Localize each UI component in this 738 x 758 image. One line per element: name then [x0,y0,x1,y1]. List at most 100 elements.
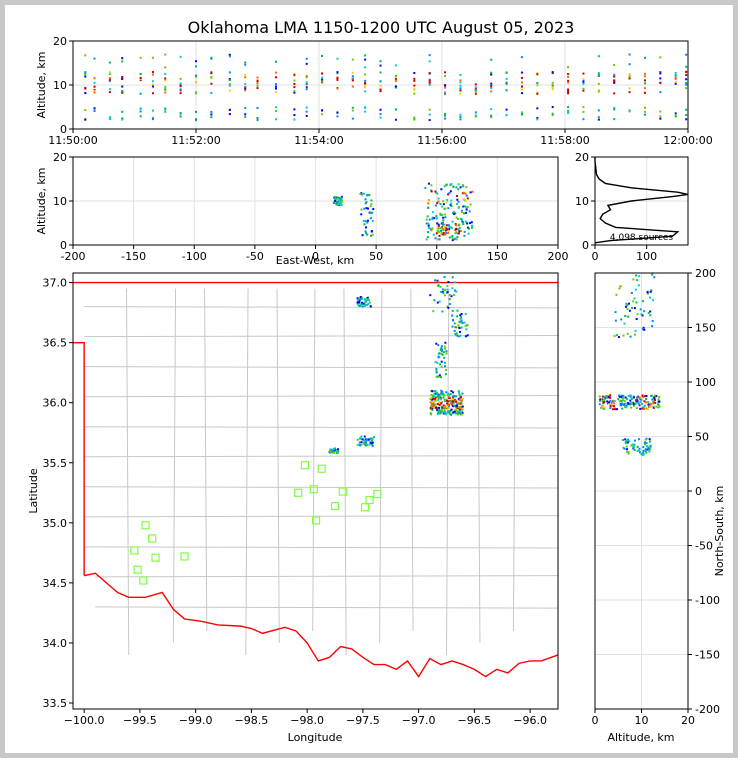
source-point [448,298,451,301]
source-point [445,227,448,230]
source-point [363,301,366,304]
source-point [659,115,662,118]
source-point [434,190,437,193]
source-point [413,116,416,119]
source-point [464,200,467,203]
source-point [643,113,646,116]
source-point [444,71,447,74]
state-border-red-river [84,572,559,678]
source-point [439,348,442,351]
source-point [636,313,639,316]
source-point [459,89,462,92]
source-point [433,299,436,302]
source-point [627,402,630,405]
source-point [435,342,438,345]
source-point [450,202,453,205]
source-point [433,403,436,406]
source-point [244,73,247,76]
source-point [437,396,440,399]
source-point [179,88,182,91]
source-point [474,92,477,95]
source-point [437,356,440,359]
source-point [440,353,443,356]
source-point [274,60,277,63]
source-point [451,236,454,239]
source-point [444,365,447,368]
y-axis-label: Latitude [27,468,40,514]
source-point [164,73,167,76]
source-point [622,439,625,442]
source-point [433,217,436,220]
source-point [634,329,637,332]
source-point [362,441,365,444]
source-point [379,84,382,87]
source-point [436,202,439,205]
source-point [461,407,464,410]
source-point [362,219,365,222]
source-point [440,232,443,235]
source-point [612,405,615,408]
source-point [447,281,450,284]
source-point [363,302,366,305]
source-point [628,87,631,90]
source-point [335,201,338,204]
source-point [371,441,374,444]
source-point [365,438,368,441]
source-point [369,211,372,214]
source-point [620,402,623,405]
source-point [457,324,460,327]
source-point [228,84,231,87]
source-point [364,90,367,93]
source-point [369,305,372,308]
source-point [379,71,382,74]
source-point [335,203,338,206]
source-point [624,438,627,441]
source-point [621,394,624,397]
source-point [653,396,656,399]
source-point [633,443,636,446]
x-tick-label: 200 [548,250,569,263]
source-point [462,205,465,208]
county-border [512,288,517,631]
source-point [446,224,449,227]
source-point [84,118,87,121]
source-point [274,109,277,112]
source-point [427,224,430,227]
source-point [433,395,436,398]
source-point [490,82,493,85]
source-point [293,74,296,77]
source-point [659,82,662,85]
source-point [611,404,614,407]
source-point [455,224,458,227]
source-point [635,301,638,304]
source-point [450,226,453,229]
source-point [448,191,451,194]
source-point [358,441,361,444]
source-point [457,390,460,393]
source-point [360,435,363,438]
source-point [567,111,570,114]
source-point [458,227,461,230]
source-point [359,437,362,440]
source-point [632,445,635,448]
source-point [436,403,439,406]
source-point [427,226,430,229]
source-point [244,76,247,79]
source-point [425,222,428,225]
source-point [439,393,442,396]
source-point [624,305,627,308]
source-point [505,77,508,80]
source-point [463,205,466,208]
x-tick-label: -50 [246,250,264,263]
source-point [363,298,366,301]
source-point [430,408,433,411]
source-point [612,399,615,402]
source-point [442,219,445,222]
source-point [462,223,465,226]
source-point [649,402,652,405]
source-point [364,106,367,109]
source-point [636,400,639,403]
source-point [567,109,570,112]
source-point [360,301,363,304]
lma-station-marker [309,485,318,494]
